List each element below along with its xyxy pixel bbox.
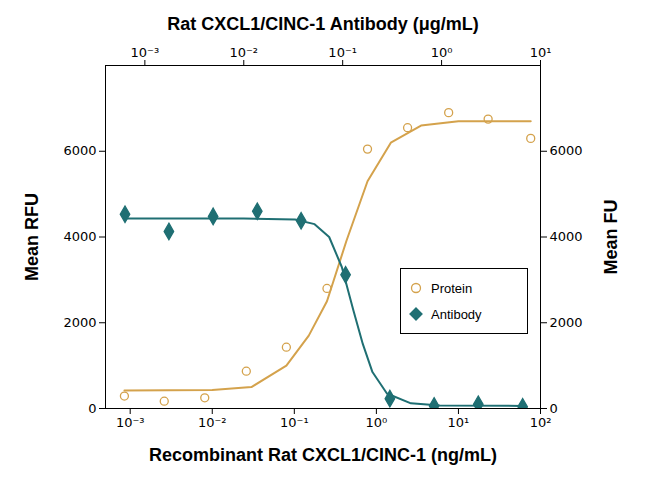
svg-text:6000: 6000 (550, 143, 583, 158)
svg-text:Rat CXCL1/CINC-1 Antibody (μg/: Rat CXCL1/CINC-1 Antibody (μg/mL) (167, 14, 478, 34)
svg-text:10²: 10² (530, 415, 552, 430)
svg-text:Recombinant Rat CXCL1/CINC-1 (: Recombinant Rat CXCL1/CINC-1 (ng/mL) (149, 445, 497, 465)
svg-text:0: 0 (550, 401, 558, 416)
svg-text:10¹: 10¹ (448, 415, 470, 430)
svg-text:10¹: 10¹ (530, 45, 552, 60)
svg-text:6000: 6000 (63, 143, 96, 158)
svg-text:0: 0 (88, 401, 96, 416)
svg-text:10⁻³: 10⁻³ (116, 415, 145, 430)
svg-text:4000: 4000 (63, 229, 96, 244)
html-text:Protein: Protein (431, 280, 473, 296)
svg-text:Mean FU: Mean FU (601, 199, 621, 274)
svg-text:10⁰: 10⁰ (365, 415, 387, 430)
svg-text:4000: 4000 (550, 229, 583, 244)
svg-text:10⁰: 10⁰ (431, 45, 453, 60)
svg-text:2000: 2000 (550, 315, 583, 330)
svg-text:10⁻²: 10⁻² (198, 415, 227, 430)
svg-text:10⁻²: 10⁻² (229, 45, 258, 60)
svg-text:10⁻³: 10⁻³ (131, 45, 160, 60)
svg-text:10⁻¹: 10⁻¹ (280, 415, 309, 430)
svg-text:10⁻¹: 10⁻¹ (328, 45, 357, 60)
svg-text:Mean RFU: Mean RFU (22, 193, 42, 281)
html-text:Antibody: Antibody (431, 306, 482, 322)
svg-text:2000: 2000 (63, 315, 96, 330)
